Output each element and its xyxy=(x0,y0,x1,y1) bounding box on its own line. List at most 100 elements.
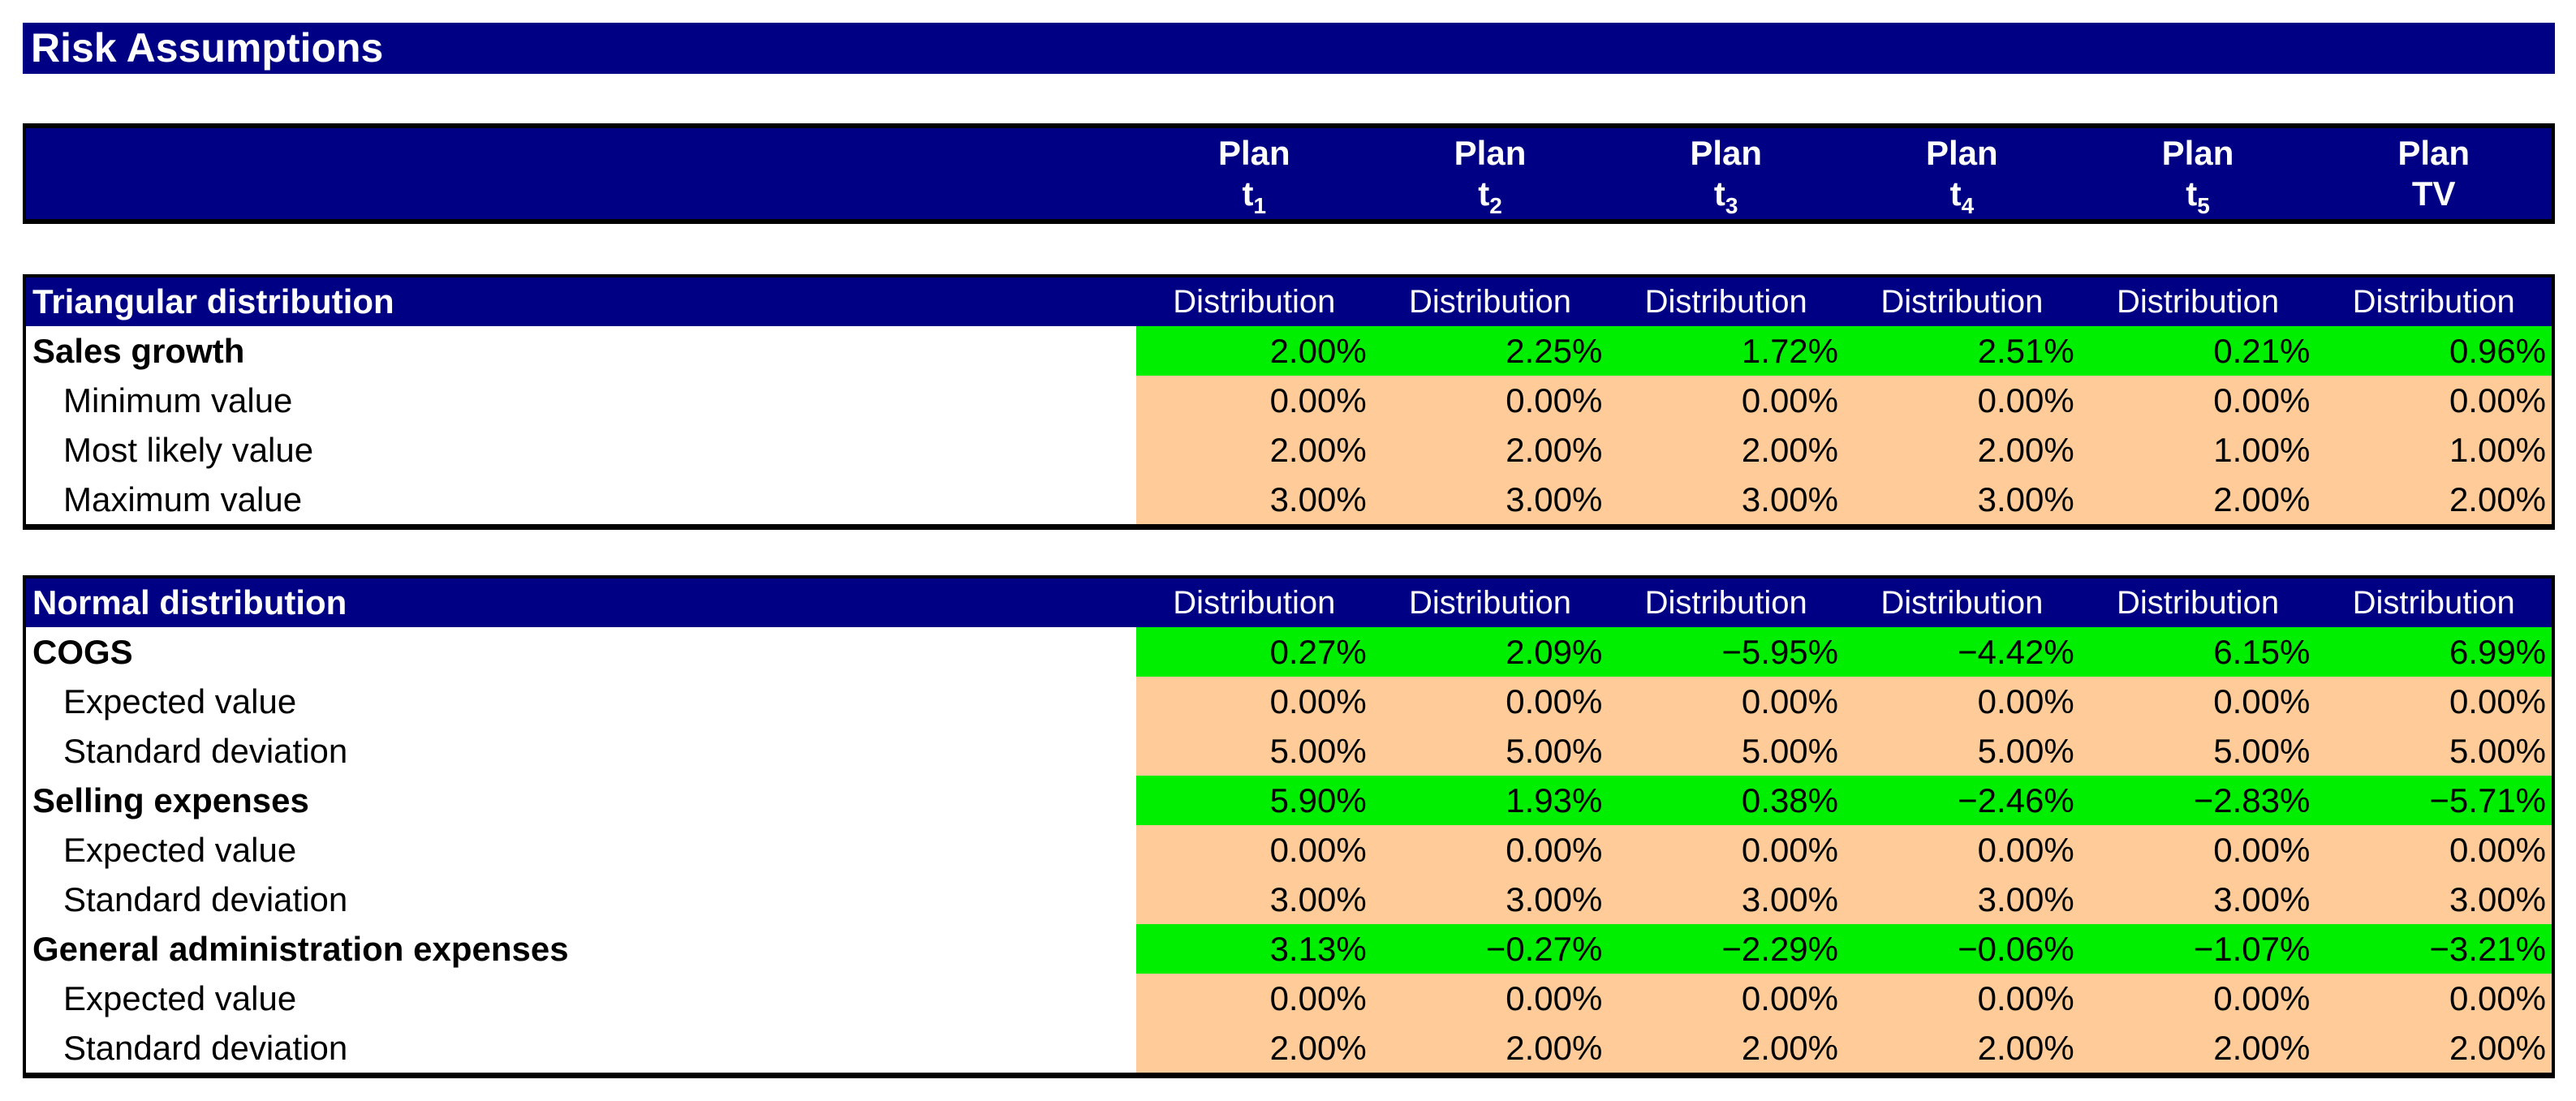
value-cell[interactable]: 3.00% xyxy=(2079,875,2316,924)
value-cell[interactable]: 2.00% xyxy=(1372,425,1609,475)
row-label: Expected value xyxy=(63,682,297,720)
value-cell[interactable]: 0.00% xyxy=(2079,825,2316,875)
plan-period: t5 xyxy=(2186,174,2210,217)
row-label: Maximum value xyxy=(63,480,303,518)
value-cell[interactable]: 0.00% xyxy=(2315,825,2552,875)
value-cell[interactable]: 3.00% xyxy=(2315,875,2552,924)
value-cell[interactable]: 0.00% xyxy=(1608,376,1845,425)
value-cell[interactable]: 0.00% xyxy=(2079,376,2316,425)
value-cell[interactable]: 1.93% xyxy=(1372,776,1609,825)
value-cell[interactable]: 2.09% xyxy=(1372,627,1609,677)
distribution-column-header: Distribution xyxy=(1173,584,1336,621)
plan-period-base: TV xyxy=(2411,174,2456,213)
value-cell[interactable]: 2.00% xyxy=(2315,1023,2552,1073)
value-cell[interactable]: 5.90% xyxy=(1136,776,1372,825)
value-cell[interactable]: −5.71% xyxy=(2315,776,2552,825)
value-cell[interactable]: 2.00% xyxy=(1136,425,1372,475)
value-cell[interactable]: 0.27% xyxy=(1136,627,1372,677)
plan-period: t1 xyxy=(1243,174,1267,217)
value-cell[interactable]: 2.00% xyxy=(1608,1023,1845,1073)
value-cell[interactable]: 3.13% xyxy=(1136,924,1372,974)
value-cell[interactable]: 0.00% xyxy=(2315,376,2552,425)
value-cell[interactable]: 2.00% xyxy=(1136,326,1372,376)
value-cell[interactable]: −0.27% xyxy=(1372,924,1609,974)
value-cell[interactable]: 0.38% xyxy=(1608,776,1845,825)
value-cell[interactable]: 3.00% xyxy=(1372,475,1609,524)
value-cell[interactable]: 2.00% xyxy=(1136,1023,1372,1073)
plan-period-base: t xyxy=(1713,174,1725,213)
value-cell[interactable]: 3.00% xyxy=(1608,475,1845,524)
value-cell[interactable]: −3.21% xyxy=(2315,924,2552,974)
distribution-column-header: Distribution xyxy=(1880,584,2044,621)
value-cell[interactable]: 0.00% xyxy=(1372,825,1609,875)
plan-label: Plan xyxy=(2161,134,2234,173)
value-cell[interactable]: 6.15% xyxy=(2079,627,2316,677)
value-cell[interactable]: 2.00% xyxy=(1372,1023,1609,1073)
value-cell[interactable]: −4.42% xyxy=(1844,627,2080,677)
row-label: Selling expenses xyxy=(32,781,309,819)
value-cell[interactable]: 2.00% xyxy=(2079,475,2316,524)
value-cell[interactable]: 0.00% xyxy=(2315,974,2552,1023)
plan-period-subscript: 5 xyxy=(2197,192,2210,218)
value-cell[interactable]: 0.00% xyxy=(1372,974,1609,1023)
value-cell[interactable]: 0.00% xyxy=(1844,974,2080,1023)
plan-period-subscript: 4 xyxy=(1961,192,1975,218)
plan-period-subscript: 2 xyxy=(1489,192,1502,218)
value-cell[interactable]: 0.00% xyxy=(1136,825,1372,875)
value-cell[interactable]: 5.00% xyxy=(1372,726,1609,776)
value-cell[interactable]: 0.00% xyxy=(1372,376,1609,425)
value-cell[interactable]: 0.00% xyxy=(1136,677,1372,726)
value-cell[interactable]: 3.00% xyxy=(1372,875,1609,924)
value-cell[interactable]: 2.00% xyxy=(1844,425,2080,475)
value-cell[interactable]: −2.83% xyxy=(2079,776,2316,825)
value-cell[interactable]: 0.00% xyxy=(1136,376,1372,425)
value-cell[interactable]: 2.00% xyxy=(1844,1023,2080,1073)
value-cell[interactable]: 2.51% xyxy=(1844,326,2080,376)
value-cell[interactable]: 0.00% xyxy=(1136,974,1372,1023)
value-cell[interactable]: 0.00% xyxy=(1844,825,2080,875)
value-cell[interactable]: 1.72% xyxy=(1608,326,1845,376)
plan-column-t4: Plan t4 xyxy=(1844,128,2080,219)
value-cell[interactable]: 0.00% xyxy=(2079,677,2316,726)
plan-label: Plan xyxy=(1217,134,1290,173)
value-cell[interactable]: 0.96% xyxy=(2315,326,2552,376)
value-cell[interactable]: −5.95% xyxy=(1608,627,1845,677)
value-cell[interactable]: 0.00% xyxy=(2079,974,2316,1023)
row-label: General administration expenses xyxy=(32,929,569,968)
value-cell[interactable]: 0.00% xyxy=(1844,376,2080,425)
value-cell[interactable]: −1.07% xyxy=(2079,924,2316,974)
table-row-minimum-value: Minimum value 0.00% 0.00% 0.00% 0.00% 0.… xyxy=(26,376,2552,425)
value-cell[interactable]: 2.00% xyxy=(1608,425,1845,475)
value-cell[interactable]: 5.00% xyxy=(1608,726,1845,776)
value-cell[interactable]: 5.00% xyxy=(1136,726,1372,776)
value-cell[interactable]: 3.00% xyxy=(1136,875,1372,924)
value-cell[interactable]: 0.00% xyxy=(1608,825,1845,875)
value-cell[interactable]: 0.00% xyxy=(1608,677,1845,726)
value-cell[interactable]: 5.00% xyxy=(1844,726,2080,776)
value-cell[interactable]: 3.00% xyxy=(1608,875,1845,924)
table-row-cogs: COGS 0.27% 2.09% −5.95% −4.42% 6.15% 6.9… xyxy=(26,627,2552,677)
value-cell[interactable]: −0.06% xyxy=(1844,924,2080,974)
value-cell[interactable]: −2.46% xyxy=(1844,776,2080,825)
value-cell[interactable]: 3.00% xyxy=(1844,475,2080,524)
value-cell[interactable]: 5.00% xyxy=(2315,726,2552,776)
value-cell[interactable]: 2.00% xyxy=(2079,1023,2316,1073)
value-cell[interactable]: 0.21% xyxy=(2079,326,2316,376)
value-cell[interactable]: 3.00% xyxy=(1844,875,2080,924)
plan-column-t2: Plan t2 xyxy=(1372,128,1609,219)
value-cell[interactable]: 1.00% xyxy=(2079,425,2316,475)
value-cell[interactable]: 2.25% xyxy=(1372,326,1609,376)
value-cell[interactable]: 0.00% xyxy=(1372,677,1609,726)
value-cell[interactable]: 0.00% xyxy=(2315,677,2552,726)
plan-period-header-row: Plan t1 Plan t2 Plan t3 Plan t4 Plan t5 … xyxy=(23,123,2555,224)
table-row-maximum-value: Maximum value 3.00% 3.00% 3.00% 3.00% 2.… xyxy=(26,475,2552,524)
value-cell[interactable]: 0.00% xyxy=(1608,974,1845,1023)
value-cell[interactable]: 2.00% xyxy=(2315,475,2552,524)
value-cell[interactable]: 6.99% xyxy=(2315,627,2552,677)
plan-period: TV xyxy=(2412,174,2456,213)
value-cell[interactable]: 1.00% xyxy=(2315,425,2552,475)
value-cell[interactable]: 3.00% xyxy=(1136,475,1372,524)
value-cell[interactable]: 5.00% xyxy=(2079,726,2316,776)
value-cell[interactable]: 0.00% xyxy=(1844,677,2080,726)
value-cell[interactable]: −2.29% xyxy=(1608,924,1845,974)
